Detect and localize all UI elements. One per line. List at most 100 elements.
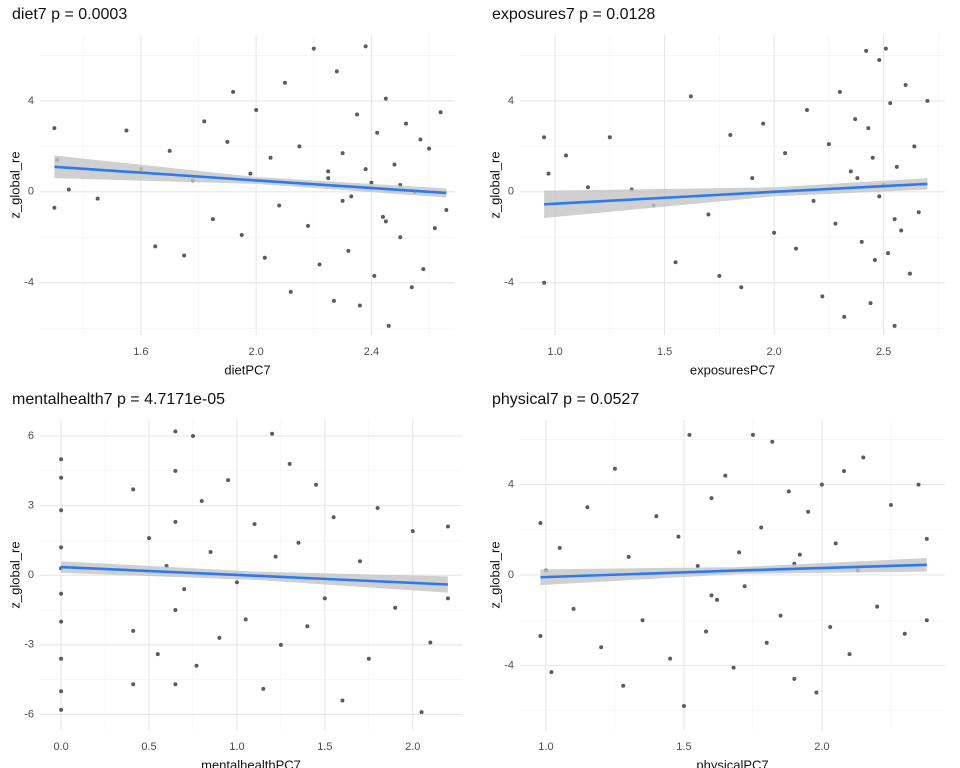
point [866, 126, 871, 131]
point [806, 509, 811, 514]
point [761, 121, 766, 126]
point [585, 185, 590, 190]
point [182, 253, 187, 258]
point [432, 226, 437, 231]
point [842, 314, 847, 319]
point [853, 117, 858, 122]
point [340, 698, 345, 703]
point [59, 475, 64, 480]
y-tick-label: 4 [508, 95, 514, 107]
point [585, 505, 590, 510]
point [804, 108, 809, 112]
point [239, 233, 244, 237]
point [225, 139, 230, 144]
point [794, 246, 799, 251]
x-tick-label: 2.0 [766, 346, 781, 358]
point [868, 301, 873, 306]
point [797, 552, 802, 557]
point [750, 432, 755, 437]
y-tick-label: 0 [508, 569, 514, 581]
point [314, 482, 319, 487]
point [907, 271, 912, 276]
point [445, 596, 450, 601]
point [445, 524, 450, 529]
point [331, 515, 336, 520]
point [715, 597, 720, 602]
point [811, 198, 816, 203]
x-tick-label: 1.0 [229, 741, 244, 753]
point [131, 682, 136, 687]
point [737, 550, 742, 555]
y-tick-label: -4 [504, 277, 514, 289]
confidence-band [54, 155, 447, 198]
panel-title: mentalhealth7 p = 4.7171e-05 [12, 391, 225, 408]
point [599, 645, 604, 650]
point [366, 656, 371, 661]
y-tick-label: -4 [504, 659, 514, 671]
point [903, 83, 908, 87]
point [296, 540, 301, 545]
panel: exposures7 p = 0.0128 1.0 1.5 2.0 2.5 -4 0 4 exp… [487, 6, 945, 377]
point [231, 89, 236, 94]
point [346, 248, 351, 253]
point [864, 48, 869, 53]
point [234, 580, 239, 585]
point [273, 554, 278, 559]
point [243, 617, 248, 622]
point [282, 80, 287, 85]
point [833, 541, 838, 546]
x-axis-label: mentalhealthPC7 [201, 757, 301, 768]
point [772, 230, 777, 235]
point [571, 606, 576, 611]
confidence-band [544, 178, 928, 218]
x-tick-label: 2.5 [876, 346, 891, 358]
point [217, 635, 222, 640]
panel-title: physical7 p = 0.0527 [492, 391, 639, 408]
x-tick-label: 1.6 [133, 346, 148, 358]
point [770, 439, 775, 444]
point [261, 686, 266, 691]
point [375, 505, 380, 510]
point [340, 151, 345, 156]
point [855, 176, 860, 181]
point [542, 280, 547, 285]
point [288, 289, 293, 294]
point [916, 482, 921, 487]
point [317, 262, 322, 267]
y-tick-label: -4 [24, 277, 34, 289]
point [676, 534, 681, 539]
x-tick-label: 1.0 [538, 741, 553, 753]
point [742, 584, 747, 589]
point [357, 303, 362, 308]
y-axis-label: z_global_re [7, 151, 22, 218]
point [410, 529, 415, 534]
point [427, 146, 432, 151]
point [861, 455, 866, 460]
point [326, 176, 331, 181]
point [147, 536, 152, 541]
point [421, 267, 426, 272]
point [131, 487, 136, 492]
point [363, 44, 368, 49]
point [252, 522, 257, 527]
y-tick-label: -6 [24, 708, 34, 720]
x-axis-label: exposuresPC7 [690, 362, 775, 377]
point [621, 683, 626, 688]
point [182, 587, 187, 592]
point [173, 429, 178, 434]
point [542, 135, 547, 140]
panel-title: exposures7 p = 0.0128 [492, 6, 655, 23]
point [355, 112, 360, 117]
point [419, 710, 424, 715]
point [828, 624, 833, 629]
point [404, 121, 409, 126]
panel-title: diet7 p = 0.0003 [12, 6, 127, 23]
point [681, 704, 686, 709]
point [334, 69, 339, 74]
y-tick-label: 4 [28, 95, 34, 107]
point [764, 640, 769, 645]
point [331, 298, 336, 303]
y-tick-label: 3 [28, 500, 34, 512]
point [268, 155, 273, 160]
point [59, 508, 64, 513]
